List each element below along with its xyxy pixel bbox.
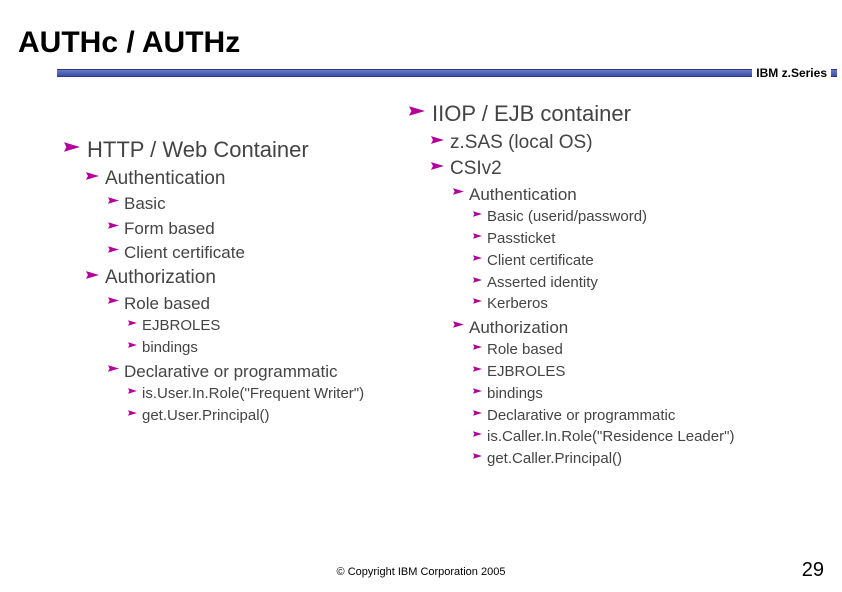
list-item: EJBROLES — [128, 317, 409, 336]
list-item-text: is.User.In.Role("Frequent Writer") — [142, 385, 364, 404]
list-item-text: EJBROLES — [142, 317, 220, 336]
list-item: is.User.In.Role("Frequent Writer") — [128, 385, 409, 404]
divider-gradient — [57, 69, 837, 77]
list-item-text: Authorization — [105, 266, 216, 290]
list-item: Form based — [108, 218, 409, 239]
list-item: Basic (userid/password) — [473, 208, 794, 227]
content-area: HTTP / Web ContainerAuthenticationBasicF… — [64, 100, 794, 472]
bullet-icon — [431, 162, 444, 170]
right-column: IIOP / EJB container z.SAS (local OS)CSIv… — [409, 100, 794, 472]
list-item: Authentication — [86, 167, 409, 191]
list-item: Client certificate — [473, 252, 794, 271]
list-item-text: Basic (userid/password) — [487, 208, 647, 227]
bullet-icon — [108, 222, 119, 229]
list-item: get.User.Principal() — [128, 407, 409, 426]
bullet-icon — [473, 277, 482, 283]
list-item: EJBROLES — [473, 363, 794, 382]
list-item-text: Role based — [124, 293, 210, 314]
list-item-text: Asserted identity — [487, 274, 598, 293]
bullet-icon — [108, 246, 119, 253]
list-item: Asserted identity — [473, 274, 794, 293]
bullet-icon — [86, 172, 99, 180]
bullet-icon — [128, 342, 137, 348]
slide: AUTHc / AUTHz IBM z.Series HTTP / Web Co… — [0, 0, 842, 592]
bullet-icon — [473, 233, 482, 239]
list-item: Declarative or programmatic — [473, 407, 794, 426]
brand-label: IBM z.Series — [752, 66, 831, 80]
bullet-icon — [473, 388, 482, 394]
list-item-text: Role based — [487, 341, 563, 360]
list-item-text: Authorization — [469, 317, 568, 338]
bullet-icon — [108, 297, 119, 304]
list-item-text: Kerberos — [487, 295, 548, 314]
list-item-text: Authentication — [469, 184, 577, 205]
list-item-text: Client certificate — [124, 242, 245, 263]
list-item-text: HTTP / Web Container — [87, 136, 309, 164]
list-item: CSIv2 — [431, 157, 794, 181]
list-item-text: IIOP / EJB container — [432, 100, 631, 128]
bullet-icon — [128, 410, 137, 416]
bullet-icon — [473, 255, 482, 261]
left-column: HTTP / Web Container AuthenticationBasic F… — [64, 100, 409, 472]
list-item-text: Passticket — [487, 230, 555, 249]
page-number: 29 — [802, 559, 824, 582]
list-item: Declarative or programmatic — [108, 361, 409, 382]
list-item: Basic — [108, 193, 409, 214]
bullet-icon — [64, 142, 80, 152]
list-item-text: z.SAS (local OS) — [450, 131, 593, 155]
bullet-icon — [473, 431, 482, 437]
list-item-text: EJBROLES — [487, 363, 565, 382]
list-item-text: Form based — [124, 218, 215, 239]
list-item-text: CSIv2 — [450, 157, 502, 181]
slide-title: AUTHc / AUTHz — [18, 26, 240, 60]
list-item-text: bindings — [142, 339, 198, 358]
list-item: Authorization — [453, 317, 794, 338]
list-item-text: Declarative or programmatic — [124, 361, 338, 382]
list-item: is.Caller.In.Role("Residence Leader") — [473, 428, 794, 447]
bullet-icon — [108, 197, 119, 204]
list-item: HTTP / Web Container — [64, 136, 409, 164]
bullet-icon — [473, 211, 482, 217]
bullet-icon — [473, 344, 482, 350]
list-item: Authorization — [86, 266, 409, 290]
bullet-icon — [86, 271, 99, 279]
copyright-text: © Copyright IBM Corporation 2005 — [0, 566, 842, 578]
list-item: Authentication — [453, 184, 794, 205]
bullet-icon — [473, 298, 482, 304]
bullet-icon — [473, 366, 482, 372]
list-item-text: Authentication — [105, 167, 225, 191]
list-item-text: get.Caller.Principal() — [487, 450, 622, 469]
bullet-icon — [128, 320, 137, 326]
list-item-text: is.Caller.In.Role("Residence Leader") — [487, 428, 734, 447]
bullet-icon — [473, 453, 482, 459]
list-item: bindings — [473, 385, 794, 404]
list-item-text: bindings — [487, 385, 543, 404]
bullet-icon — [128, 388, 137, 394]
bullet-icon — [409, 106, 425, 116]
list-item: Role based — [473, 341, 794, 360]
divider-bar: IBM z.Series — [57, 69, 837, 77]
bullet-icon — [453, 188, 464, 195]
list-item: Passticket — [473, 230, 794, 249]
list-item-text: Declarative or programmatic — [487, 407, 675, 426]
bullet-icon — [431, 136, 444, 144]
list-item: Role based — [108, 293, 409, 314]
bullet-icon — [473, 410, 482, 416]
bullet-icon — [453, 321, 464, 328]
list-item-text: get.User.Principal() — [142, 407, 270, 426]
list-item: bindings — [128, 339, 409, 358]
bullet-icon — [108, 365, 119, 372]
list-item: get.Caller.Principal() — [473, 450, 794, 469]
list-item: z.SAS (local OS) — [431, 131, 794, 155]
list-item: Kerberos — [473, 295, 794, 314]
list-item-text: Basic — [124, 193, 166, 214]
list-item-text: Client certificate — [487, 252, 594, 271]
list-item: IIOP / EJB container — [409, 100, 794, 128]
list-item: Client certificate — [108, 242, 409, 263]
